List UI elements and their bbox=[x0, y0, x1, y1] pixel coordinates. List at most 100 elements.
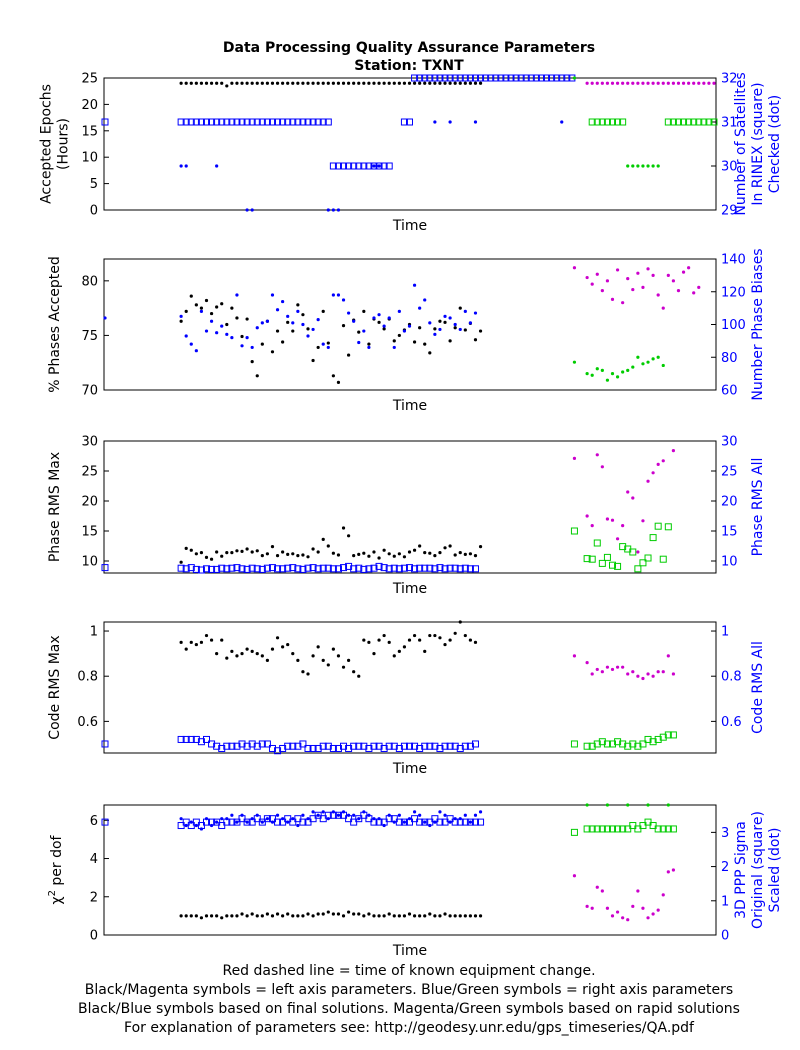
data-point-dot bbox=[245, 317, 249, 321]
data-point-square bbox=[593, 825, 601, 833]
data-point-dot bbox=[250, 550, 254, 554]
data-point-dot bbox=[336, 293, 341, 297]
data-point-dot bbox=[220, 638, 224, 642]
series-final-right-square bbox=[101, 74, 576, 170]
data-point-square bbox=[345, 744, 353, 752]
data-point-square bbox=[314, 118, 322, 126]
data-point-dot bbox=[438, 810, 442, 814]
right-tick-label: 0.8 bbox=[721, 670, 742, 685]
data-point-square bbox=[334, 811, 342, 819]
data-point-square bbox=[284, 742, 292, 750]
data-point-square bbox=[593, 539, 601, 547]
data-point-dot bbox=[235, 316, 239, 320]
data-point-dot bbox=[275, 912, 280, 916]
data-point-dot bbox=[610, 372, 615, 376]
data-point-dot bbox=[245, 547, 249, 551]
data-point-dot bbox=[407, 324, 412, 328]
data-point-dot bbox=[367, 640, 371, 644]
data-point-dot bbox=[347, 813, 351, 817]
data-point-square bbox=[274, 747, 282, 755]
data-point-square bbox=[522, 74, 530, 82]
left-tick-label: 6 bbox=[90, 814, 98, 829]
data-point-dot bbox=[600, 81, 604, 85]
x-axis-label: Time bbox=[392, 218, 427, 234]
data-point-dot bbox=[281, 817, 285, 821]
data-point-dot bbox=[362, 329, 366, 333]
series-rapid-left-dot bbox=[572, 868, 676, 922]
data-point-dot bbox=[245, 914, 249, 918]
data-point-dot bbox=[443, 642, 447, 647]
data-point-square bbox=[477, 74, 485, 82]
data-point-dot bbox=[382, 324, 386, 328]
data-point-square bbox=[629, 548, 637, 556]
data-point-square bbox=[659, 825, 667, 833]
data-point-dot bbox=[397, 81, 401, 85]
data-point-square bbox=[360, 162, 368, 170]
right-tick-label: 15 bbox=[721, 525, 738, 540]
series-rapid-right-square bbox=[570, 818, 677, 836]
data-point-dot bbox=[585, 372, 589, 376]
data-point-dot bbox=[362, 81, 366, 85]
left-tick-label: 0 bbox=[90, 929, 98, 944]
data-point-square bbox=[588, 825, 596, 833]
data-point-square bbox=[603, 825, 611, 833]
data-point-dot bbox=[240, 813, 244, 817]
data-point-square bbox=[598, 118, 606, 126]
data-point-dot bbox=[438, 327, 442, 332]
data-point-square bbox=[436, 74, 444, 82]
data-point-dot bbox=[270, 81, 275, 85]
data-point-square bbox=[182, 735, 190, 743]
data-point-dot bbox=[621, 81, 625, 85]
data-point-dot bbox=[275, 813, 280, 817]
data-point-dot bbox=[631, 164, 635, 168]
data-point-square bbox=[431, 742, 439, 750]
data-point-dot bbox=[412, 810, 417, 814]
data-point-square bbox=[187, 118, 195, 126]
data-point-dot bbox=[572, 360, 577, 364]
data-point-square bbox=[197, 118, 205, 126]
data-point-dot bbox=[331, 81, 335, 85]
left-tick-label: 5 bbox=[90, 177, 98, 192]
data-point-dot bbox=[646, 803, 650, 807]
data-point-dot bbox=[595, 367, 599, 371]
data-point-square bbox=[375, 162, 383, 170]
data-point-dot bbox=[646, 267, 650, 271]
data-point-dot bbox=[458, 914, 462, 918]
data-point-dot bbox=[641, 81, 645, 85]
data-point-square bbox=[634, 565, 642, 573]
data-point-square bbox=[203, 118, 210, 126]
data-point-square bbox=[400, 742, 408, 750]
data-point-dot bbox=[448, 81, 452, 85]
data-point-dot bbox=[331, 912, 335, 916]
data-point-dot bbox=[661, 459, 665, 463]
data-point-square bbox=[248, 564, 256, 572]
data-point-dot bbox=[367, 81, 371, 85]
data-point-square bbox=[471, 565, 479, 573]
data-point-square bbox=[593, 740, 601, 748]
data-point-square bbox=[329, 162, 337, 170]
data-point-dot bbox=[468, 552, 472, 556]
data-point-dot bbox=[352, 912, 356, 916]
data-point-square bbox=[192, 735, 200, 743]
data-point-square bbox=[294, 118, 302, 126]
data-point-square bbox=[598, 559, 606, 567]
data-point-dot bbox=[372, 550, 376, 554]
data-point-square bbox=[461, 818, 469, 826]
data-point-dot bbox=[651, 471, 655, 475]
data-point-square bbox=[274, 818, 282, 826]
series-rapid-left-dot bbox=[572, 654, 676, 681]
data-point-dot bbox=[225, 332, 229, 336]
data-point-dot bbox=[473, 311, 478, 315]
data-point-dot bbox=[260, 914, 264, 918]
left-tick-label: 10 bbox=[81, 151, 98, 166]
data-point-square bbox=[263, 118, 271, 126]
data-point-square bbox=[593, 118, 601, 126]
data-point-dot bbox=[626, 368, 630, 372]
data-point-square bbox=[314, 744, 322, 752]
data-point-dot bbox=[443, 81, 447, 85]
panel-2: 70 75 80 60 80 100 120 140 Time % Phases Accepted… bbox=[47, 248, 766, 414]
data-point-dot bbox=[199, 306, 204, 310]
data-point-square bbox=[700, 118, 708, 126]
data-point-square bbox=[619, 825, 627, 833]
data-point-dot bbox=[286, 912, 290, 916]
